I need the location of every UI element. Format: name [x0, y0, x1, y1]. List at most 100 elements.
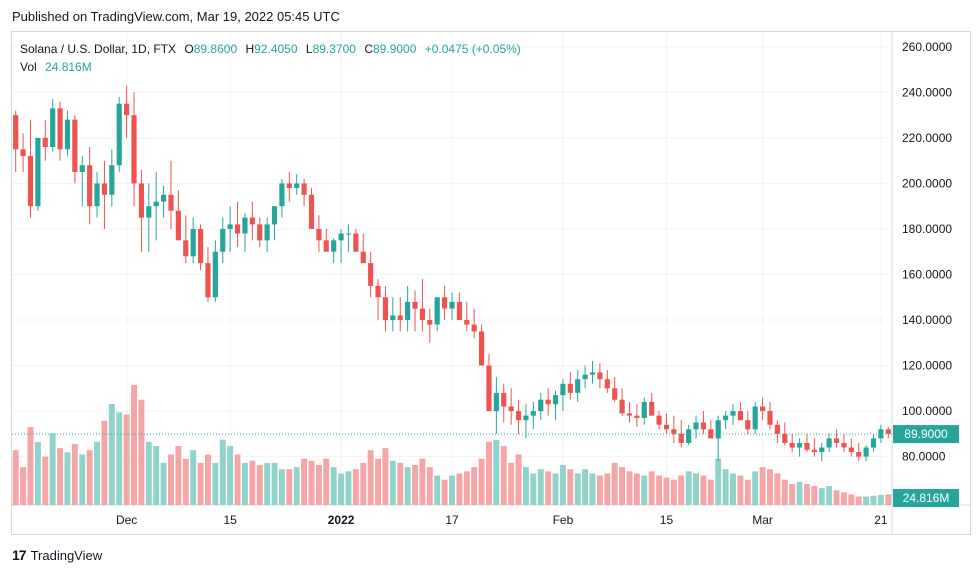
candle-body[interactable] [227, 224, 233, 229]
candle-body[interactable] [375, 285, 381, 298]
candle-body[interactable] [257, 224, 263, 241]
candle-body[interactable] [449, 301, 455, 309]
candle-body[interactable] [530, 411, 536, 416]
candle-body[interactable] [619, 399, 625, 414]
candle-body[interactable] [405, 301, 411, 321]
volume-label[interactable]: Vol [20, 60, 37, 74]
candle-body[interactable] [345, 233, 352, 235]
candle-body[interactable] [634, 415, 640, 418]
candle-body[interactable] [27, 156, 34, 207]
candle-body[interactable] [153, 201, 159, 207]
candle-body[interactable] [856, 452, 862, 457]
candle-body[interactable] [242, 217, 248, 234]
candle-body[interactable] [94, 183, 100, 207]
candle-body[interactable] [575, 379, 581, 393]
candle-body[interactable] [501, 392, 507, 407]
candle-body[interactable] [767, 411, 773, 425]
candle-body[interactable] [308, 194, 315, 229]
candle-body[interactable] [826, 438, 832, 448]
candle-body[interactable] [316, 228, 322, 241]
candle-body[interactable] [101, 183, 108, 195]
candle-body[interactable] [878, 429, 884, 439]
candle-body[interactable] [146, 206, 152, 218]
candle-body[interactable] [612, 388, 618, 400]
candle-body[interactable] [760, 406, 766, 412]
candle-body[interactable] [50, 108, 56, 147]
candle-body[interactable] [833, 438, 840, 443]
candle-body[interactable] [190, 228, 196, 257]
candle-body[interactable] [804, 442, 810, 450]
candle-body[interactable] [35, 137, 41, 207]
candle-body[interactable] [686, 429, 692, 443]
candle-body[interactable] [782, 433, 788, 443]
candle-body[interactable] [493, 392, 499, 412]
candle-body[interactable] [175, 210, 181, 241]
candle-body[interactable] [124, 103, 130, 116]
tradingview-logo[interactable]: 17 TradingView [12, 547, 102, 563]
candle-body[interactable] [478, 331, 485, 366]
candle-body[interactable] [294, 183, 300, 188]
candle-body[interactable] [205, 263, 211, 298]
candle-body[interactable] [168, 194, 174, 211]
candle-body[interactable] [545, 399, 551, 405]
candle-body[interactable] [700, 422, 707, 430]
candle-body[interactable] [138, 183, 144, 218]
candle-body[interactable] [649, 401, 655, 416]
candle-body[interactable] [737, 411, 743, 421]
candle-body[interactable] [597, 372, 603, 380]
candle-body[interactable] [353, 233, 359, 252]
candle-body[interactable] [419, 308, 426, 321]
candle-body[interactable] [197, 228, 204, 264]
candle-body[interactable] [13, 115, 19, 150]
candle-body[interactable] [745, 420, 751, 430]
candle-body[interactable] [723, 415, 729, 421]
candle-body[interactable] [523, 415, 529, 421]
candle-body[interactable] [442, 297, 448, 309]
candle-body[interactable] [382, 297, 389, 321]
candle-body[interactable] [264, 224, 270, 241]
symbol-title[interactable]: Solana / U.S. Dollar, 1D, FTX [20, 42, 177, 56]
candle-body[interactable] [604, 379, 610, 389]
candle-body[interactable] [538, 399, 544, 412]
candle-body[interactable] [412, 301, 418, 309]
candle-body[interactable] [131, 115, 137, 184]
candle-body[interactable] [885, 429, 891, 434]
candle-body[interactable] [841, 442, 847, 448]
candle-body[interactable] [323, 240, 329, 252]
candle-body[interactable] [626, 413, 633, 416]
candle-body[interactable] [271, 206, 278, 225]
candle-body[interactable] [183, 240, 189, 257]
candle-body[interactable] [234, 224, 241, 234]
candle-body[interactable] [693, 422, 699, 430]
candle-body[interactable] [390, 315, 396, 321]
candle-body[interactable] [552, 395, 559, 405]
candle-body[interactable] [508, 406, 514, 412]
candle-body[interactable] [582, 374, 588, 380]
candle-body[interactable] [109, 165, 115, 195]
candle-body[interactable] [671, 429, 677, 434]
candle-body[interactable] [730, 411, 736, 416]
candle-body[interactable] [796, 442, 803, 448]
candle-body[interactable] [819, 447, 825, 453]
candle-body[interactable] [515, 411, 522, 421]
candle-body[interactable] [279, 183, 285, 207]
candle-body[interactable] [301, 183, 307, 195]
candle-body[interactable] [811, 449, 817, 453]
candle-body[interactable] [360, 251, 366, 264]
candle-body[interactable] [789, 442, 795, 448]
candle-body[interactable] [641, 401, 647, 418]
candle-body[interactable] [464, 320, 470, 325]
candle-body[interactable] [64, 119, 71, 150]
candle-body[interactable] [752, 406, 758, 430]
candle-body[interactable] [663, 424, 670, 430]
chart-frame[interactable] [11, 31, 971, 535]
candle-body[interactable] [72, 119, 78, 173]
candle-body[interactable] [567, 383, 573, 393]
candle-body[interactable] [708, 429, 714, 439]
candle-body[interactable] [87, 165, 93, 207]
candle-body[interactable] [116, 103, 122, 166]
candle-body[interactable] [589, 372, 596, 375]
candle-body[interactable] [42, 137, 48, 147]
candle-body[interactable] [397, 315, 403, 321]
